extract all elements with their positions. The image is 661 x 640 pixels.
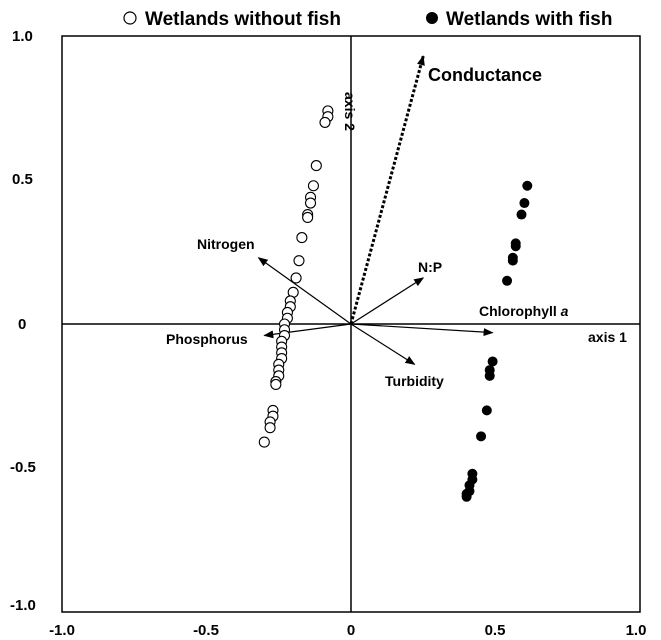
point-with-fish xyxy=(476,431,487,442)
point-without-fish xyxy=(290,272,302,284)
point-with-fish xyxy=(516,209,527,220)
point-with-fish xyxy=(507,255,518,266)
vector-label-phosphorus: Phosphorus xyxy=(166,331,248,347)
vector-label-conductance: Conductance xyxy=(428,65,542,85)
point-without-fish xyxy=(258,436,270,448)
legend-filled-circle-marker xyxy=(426,12,438,24)
point-with-fish xyxy=(522,180,533,191)
y-tick-label: 0 xyxy=(18,316,26,333)
y-tick-label: -1.0 xyxy=(10,597,36,614)
point-without-fish xyxy=(310,160,322,172)
point-without-fish xyxy=(296,232,308,244)
x-tick-label: 1.0 xyxy=(626,622,647,639)
vector-phosphorus xyxy=(263,323,352,339)
vector-label-chlorophyll: Chlorophyll a xyxy=(479,303,569,319)
legend-label-without-fish: Wetlands without fish xyxy=(145,9,341,30)
vector-nitrogen xyxy=(257,257,352,325)
y-tick-label: -0.5 xyxy=(10,459,36,476)
point-with-fish xyxy=(461,491,472,502)
point-without-fish xyxy=(293,255,305,267)
point-with-fish xyxy=(484,370,495,381)
point-with-fish xyxy=(510,241,521,252)
axis-1-label: axis 1 xyxy=(588,329,627,345)
x-tick-label: 0.5 xyxy=(485,622,506,639)
x-tick-label: 0 xyxy=(347,622,355,639)
point-without-fish xyxy=(319,116,331,128)
point-without-fish xyxy=(270,378,282,391)
y-tick-label: 1.0 xyxy=(12,28,33,45)
vector-label-nitrogen: Nitrogen xyxy=(197,236,255,252)
point-with-fish xyxy=(481,405,492,416)
vector-label-turbidity: Turbidity xyxy=(385,373,444,389)
point-with-fish xyxy=(502,275,513,286)
point-with-fish xyxy=(487,356,498,367)
point-without-fish xyxy=(304,197,317,209)
vector-turbidity xyxy=(350,323,416,365)
vectors xyxy=(257,55,494,365)
legend-open-circle-marker xyxy=(123,11,137,25)
point-with-fish xyxy=(519,198,530,209)
point-without-fish xyxy=(302,211,314,223)
x-tick-label: -1.0 xyxy=(49,622,75,639)
vector-conductance xyxy=(349,55,425,325)
x-tick-label: -0.5 xyxy=(193,622,219,639)
data-points xyxy=(258,105,533,502)
y-tick-label: 0.5 xyxy=(12,171,33,188)
point-without-fish xyxy=(264,422,276,434)
axis-2-label: axis 2 xyxy=(342,92,358,131)
vector-np xyxy=(350,277,425,325)
vector-label-np: N:P xyxy=(418,259,442,275)
legend-label-with-fish: Wetlands with fish xyxy=(446,9,612,30)
vector-chlorophyll xyxy=(350,323,494,337)
point-without-fish xyxy=(307,180,319,192)
legend: Wetlands without fish Wetlands with fish xyxy=(123,9,612,30)
